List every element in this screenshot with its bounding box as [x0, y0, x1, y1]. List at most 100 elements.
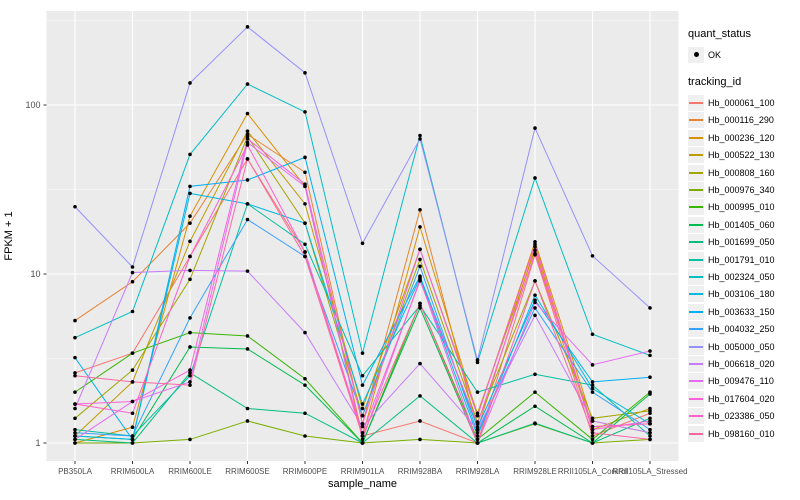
data-point-Hb_000522_130: [188, 239, 192, 244]
legend-line-swatch: [689, 102, 703, 105]
data-point-Hb_009476_110: [360, 437, 365, 442]
legend-item-Hb_023386_050: Hb_023386_050: [688, 407, 800, 425]
legend-item-ok: OK: [688, 46, 800, 63]
data-point-Hb_023386_050: [303, 250, 307, 254]
data-point-Hb_005000_050: [590, 254, 595, 258]
legend-item-label: Hb_006618_020: [708, 358, 775, 369]
data-point-Hb_000116_290: [303, 170, 307, 175]
y-tick-label: 100: [25, 100, 40, 110]
legend-line-swatch: [689, 258, 703, 261]
data-point-Hb_005000_050: [245, 25, 250, 29]
x-tick-label: PB350LA: [58, 467, 92, 476]
data-point-Hb_098160_010: [303, 254, 307, 259]
data-point-Hb_017604_020: [475, 413, 480, 418]
legend-line-swatch: [689, 189, 703, 192]
legend-line-swatch: [689, 223, 703, 226]
x-tick-label: RRIM600LE: [168, 467, 212, 476]
legend-key-box: [688, 95, 704, 112]
legend-item-Hb_000116_290: Hb_000116_290: [688, 112, 800, 129]
data-point-Hb_006618_020: [418, 361, 422, 366]
data-point-Hb_002324_050: [245, 82, 250, 86]
data-point-Hb_001791_010: [73, 427, 77, 432]
data-point-Hb_000061_100: [73, 371, 77, 375]
data-point-Hb_000995_010: [130, 351, 135, 355]
data-point-Hb_009476_110: [188, 380, 192, 384]
data-point-Hb_002324_050: [648, 353, 652, 358]
data-point-Hb_003633_150: [73, 355, 77, 360]
data-point-Hb_001699_050: [648, 416, 652, 421]
data-point-Hb_002324_050: [418, 133, 422, 138]
legend-line-swatch: [689, 415, 703, 418]
data-point-Hb_009476_110: [590, 363, 595, 367]
legend-item-Hb_003106_180: Hb_003106_180: [688, 286, 800, 303]
legend-line-swatch: [689, 293, 703, 296]
legend-tracking-id-items: Hb_000061_100 Hb_000116_290 Hb_000236_120 H…: [688, 94, 800, 442]
legend-line-swatch: [689, 136, 703, 139]
legend-key-box: [688, 251, 704, 268]
data-point-Hb_017604_020: [188, 368, 192, 372]
legend-key-box: [688, 129, 704, 146]
data-point-Hb_000061_100: [418, 419, 422, 423]
legend-key-box: [688, 286, 704, 303]
data-point-Hb_000976_340: [418, 437, 422, 442]
data-point-Hb_000116_290: [73, 318, 77, 323]
data-point-Hb_001699_050: [533, 421, 537, 425]
data-point-Hb_004032_250: [475, 430, 480, 435]
legend: quant_status OK tracking_id Hb_000061_10…: [688, 28, 800, 442]
data-point-Hb_004032_250: [73, 430, 77, 435]
data-point-Hb_006618_020: [533, 313, 537, 318]
legend-line-swatch: [689, 380, 703, 383]
data-point-Hb_003106_180: [188, 191, 192, 196]
legend-item-label: Hb_000061_100: [708, 98, 775, 109]
data-point-Hb_005000_050: [648, 306, 652, 310]
data-point-Hb_006618_020: [360, 424, 365, 429]
data-point-Hb_017604_020: [130, 399, 135, 404]
legend-item-Hb_017604_020: Hb_017604_020: [688, 390, 800, 407]
data-point-Hb_000522_130: [303, 202, 307, 206]
legend-item-label: Hb_001699_050: [708, 237, 775, 248]
data-point-Hb_001405_060: [533, 404, 537, 409]
legend-key-box: [688, 355, 704, 372]
data-point-Hb_004032_250: [360, 413, 365, 418]
data-point-Hb_017604_020: [418, 247, 422, 252]
legend-title-quant-status: quant_status: [688, 28, 751, 40]
data-point-Hb_003633_150: [245, 178, 250, 182]
data-point-Hb_002324_050: [303, 110, 307, 114]
data-point-Hb_023386_050: [245, 143, 250, 147]
legend-item-Hb_001699_050: Hb_001699_050: [688, 234, 800, 251]
data-point-Hb_001791_010: [475, 390, 480, 394]
legend-line-swatch: [689, 241, 703, 244]
legend-item-label: Hb_001405_060: [708, 219, 775, 230]
legend-key-box: [688, 46, 704, 63]
data-point-Hb_002324_050: [73, 335, 77, 340]
data-point-Hb_001791_010: [590, 383, 595, 387]
legend-item-label: Hb_023386_050: [708, 411, 775, 422]
data-point-Hb_002324_050: [188, 152, 192, 157]
data-point-Hb_001699_050: [590, 441, 595, 445]
data-point-Hb_004032_250: [188, 316, 192, 320]
legend-item-label: Hb_000995_010: [708, 202, 775, 213]
x-tick-label: RRIM600SE: [225, 467, 269, 476]
data-point-Hb_003633_150: [360, 383, 365, 387]
data-point-Hb_009476_110: [73, 437, 77, 442]
data-point-Hb_000808_160: [188, 277, 192, 282]
data-point-Hb_000995_010: [533, 390, 537, 394]
legend-line-swatch: [689, 397, 703, 400]
data-point-Hb_001791_010: [188, 373, 192, 378]
legend-key-box: [688, 408, 704, 425]
data-point-Hb_098160_010: [73, 373, 77, 378]
legend-key-box: [688, 147, 704, 164]
data-point-Hb_001699_050: [418, 394, 422, 398]
data-point-Hb_001405_060: [245, 347, 250, 351]
y-axis-title: FPKM + 1: [3, 211, 15, 261]
legend-item-Hb_009476_110: Hb_009476_110: [688, 373, 800, 390]
data-point-Hb_000808_160: [648, 409, 652, 413]
data-point-Hb_001405_060: [303, 383, 307, 387]
data-point-Hb_003106_180: [245, 202, 250, 206]
legend-line-swatch: [689, 154, 703, 157]
legend-item-Hb_001405_060: Hb_001405_060: [688, 216, 800, 233]
legend-line-swatch: [689, 119, 703, 122]
data-point-Hb_001791_010: [303, 242, 307, 247]
data-point-Hb_005000_050: [130, 265, 135, 269]
